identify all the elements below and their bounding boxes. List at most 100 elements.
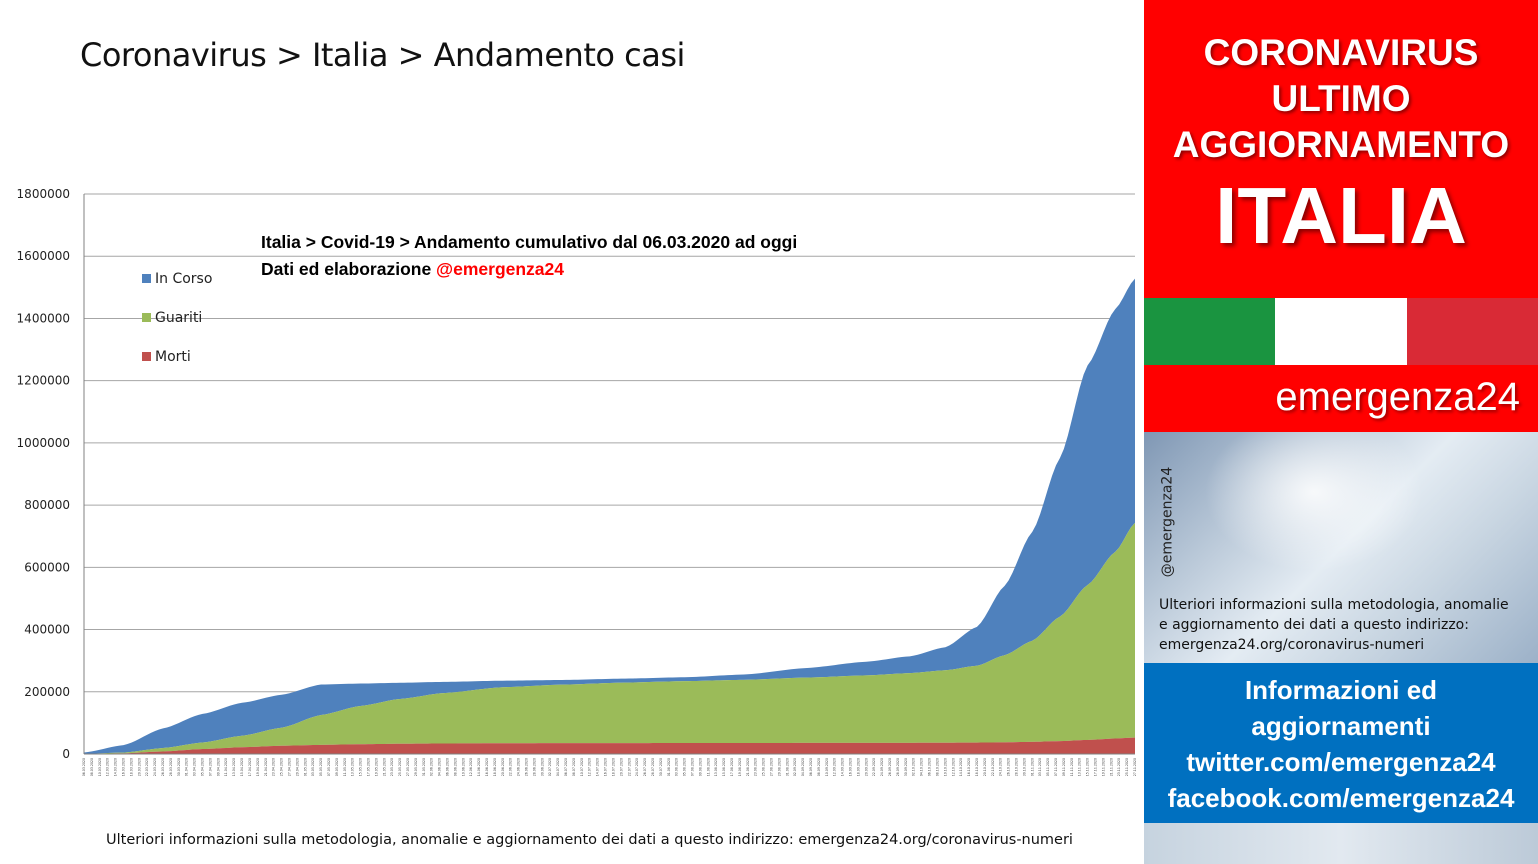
footer-note: Ulteriori informazioni sulla metodologia… bbox=[106, 832, 1073, 848]
legend: In Corso Guariti Morti bbox=[142, 271, 212, 365]
header-line-2: ULTIMO bbox=[1271, 78, 1411, 119]
x-tick-label: 05.11.2020 bbox=[1046, 758, 1050, 776]
x-tick-label: 16.03.2020 bbox=[122, 758, 126, 776]
x-tick-label: 26.06.2020 bbox=[525, 758, 529, 776]
x-tick-label: 30.07.2020 bbox=[659, 758, 663, 776]
x-tick-label: 21.05.2020 bbox=[382, 758, 386, 776]
facebook-link[interactable]: facebook.com/emergenza24 bbox=[1167, 783, 1515, 813]
x-tick-label: 08.07.2020 bbox=[572, 758, 576, 776]
x-tick-label: 19.04.2020 bbox=[256, 758, 260, 776]
x-tick-label: 01.04.2020 bbox=[185, 758, 189, 776]
x-tick-label: 08.10.2020 bbox=[935, 758, 939, 776]
x-tick-label: 11.08.2020 bbox=[706, 758, 710, 776]
x-tick-label: 16.09.2020 bbox=[849, 758, 853, 776]
flag-white-stripe bbox=[1275, 298, 1407, 365]
axes bbox=[83, 194, 1135, 755]
x-tick-label: 28.09.2020 bbox=[896, 758, 900, 776]
x-tick-label: 20.09.2020 bbox=[864, 758, 868, 776]
x-tick-label: 20.07.2020 bbox=[619, 758, 623, 776]
header-country: ITALIA bbox=[1215, 171, 1467, 260]
x-tick-label: 04.07.2020 bbox=[556, 758, 560, 776]
chart-title-prefix: Dati ed elaborazione bbox=[261, 259, 436, 279]
x-tick-label: 25.11.2020 bbox=[1125, 758, 1129, 776]
grid-lines: 0 200000 400000 600000 800000 1000000 1200000 1… bbox=[17, 187, 1135, 761]
x-tick-label: 22.03.2020 bbox=[145, 758, 149, 776]
x-tick-label: 25.08.2020 bbox=[762, 758, 766, 776]
x-tick-label: 20.03.2020 bbox=[137, 758, 141, 776]
x-tick-label: 08.03.2020 bbox=[90, 758, 94, 776]
x-tick-label: 06.03.2020 bbox=[82, 758, 86, 776]
header-line-1: CORONAVIRUS bbox=[1203, 32, 1479, 73]
x-tick-label: 03.04.2020 bbox=[193, 758, 197, 776]
methodology-line-3: emergenza24.org/coronavirus-numeri bbox=[1159, 637, 1425, 653]
x-tick-label: 02.06.2020 bbox=[430, 758, 434, 776]
background-photo: @emergenza24 Ulteriori informazioni sull… bbox=[1144, 432, 1538, 663]
stacked-area-chart: 0 200000 400000 600000 800000 1000000 1200000 1… bbox=[17, 187, 1137, 776]
vertical-handle: @emergenza24 bbox=[1147, 460, 1187, 584]
x-tick-label: 18.09.2020 bbox=[856, 758, 860, 776]
y-tick-label: 1600000 bbox=[17, 249, 70, 263]
x-tick-label: 22.07.2020 bbox=[627, 758, 631, 776]
x-tick-label: 06.09.2020 bbox=[809, 758, 813, 776]
x-tick-label: 08.09.2020 bbox=[817, 758, 821, 776]
chart-title-line2: Dati ed elaborazione @emergenza24 bbox=[261, 259, 564, 279]
x-tick-label: 26.09.2020 bbox=[888, 758, 892, 776]
x-tick-label: 10.03.2020 bbox=[98, 758, 102, 776]
chart-title-handle: @emergenza24 bbox=[436, 259, 564, 279]
x-tick-label: 24.03.2020 bbox=[153, 758, 157, 776]
x-tick-label: 07.08.2020 bbox=[690, 758, 694, 776]
x-tick-label: 30.06.2020 bbox=[540, 758, 544, 776]
x-tick-label: 12.10.2020 bbox=[951, 758, 955, 776]
x-tick-label: 07.11.2020 bbox=[1054, 758, 1058, 776]
x-tick-label: 10.06.2020 bbox=[461, 758, 465, 776]
x-tick-label: 15.08.2020 bbox=[722, 758, 726, 776]
x-axis-date-ticks: 06.03.2020 08.03.2020 10.03.2020 12.03.2020… bbox=[82, 758, 1137, 776]
x-tick-label: 25.05.2020 bbox=[398, 758, 402, 776]
series-area-morti bbox=[84, 737, 1135, 754]
x-tick-label: 29.04.2020 bbox=[295, 758, 299, 776]
x-tick-label: 13.05.2020 bbox=[351, 758, 355, 776]
y-tick-label: 1200000 bbox=[17, 374, 70, 388]
x-tick-label: 20.10.2020 bbox=[983, 758, 987, 776]
x-tick-label: 09.11.2020 bbox=[1062, 758, 1066, 776]
x-tick-label: 16.07.2020 bbox=[604, 758, 608, 776]
x-tick-label: 22.06.2020 bbox=[509, 758, 513, 776]
x-tick-label: 11.11.2020 bbox=[1070, 758, 1074, 776]
x-tick-label: 12.09.2020 bbox=[833, 758, 837, 776]
header-line-3: AGGIORNAMENTO bbox=[1172, 124, 1510, 165]
x-tick-label: 22.09.2020 bbox=[872, 758, 876, 776]
x-tick-label: 21.04.2020 bbox=[264, 758, 268, 776]
x-tick-label: 23.08.2020 bbox=[754, 758, 758, 776]
y-tick-label: 1400000 bbox=[17, 311, 70, 325]
x-tick-label: 10.07.2020 bbox=[580, 758, 584, 776]
x-tick-label: 14.09.2020 bbox=[841, 758, 845, 776]
x-tick-label: 05.04.2020 bbox=[201, 758, 205, 776]
flag-green-stripe bbox=[1144, 298, 1276, 365]
x-tick-label: 19.05.2020 bbox=[374, 758, 378, 776]
italian-flag bbox=[1144, 298, 1538, 365]
legend-swatch bbox=[142, 352, 151, 361]
x-tick-label: 28.07.2020 bbox=[651, 758, 655, 776]
x-tick-label: 26.07.2020 bbox=[643, 758, 647, 776]
x-tick-label: 17.05.2020 bbox=[366, 758, 370, 776]
x-tick-label: 10.10.2020 bbox=[943, 758, 947, 776]
x-tick-label: 15.04.2020 bbox=[240, 758, 244, 776]
x-tick-label: 01.08.2020 bbox=[667, 758, 671, 776]
x-tick-label: 01.11.2020 bbox=[1030, 758, 1034, 776]
x-tick-label: 13.08.2020 bbox=[714, 758, 718, 776]
side-panel: CORONAVIRUS ULTIMO AGGIORNAMENTO ITALIA … bbox=[1144, 0, 1538, 864]
x-tick-label: 27.05.2020 bbox=[406, 758, 410, 776]
legend-label: In Corso bbox=[155, 271, 212, 287]
legend-swatch bbox=[142, 274, 151, 283]
x-tick-label: 17.11.2020 bbox=[1093, 758, 1097, 776]
y-tick-label: 0 bbox=[62, 747, 70, 761]
bottom-strip bbox=[1144, 823, 1538, 864]
x-tick-label: 12.07.2020 bbox=[588, 758, 592, 776]
twitter-link[interactable]: twitter.com/emergenza24 bbox=[1186, 747, 1496, 777]
x-tick-label: 08.06.2020 bbox=[453, 758, 457, 776]
x-tick-label: 14.06.2020 bbox=[477, 758, 481, 776]
x-tick-label: 27.08.2020 bbox=[770, 758, 774, 776]
x-tick-label: 20.06.2020 bbox=[501, 758, 505, 776]
x-tick-label: 09.04.2020 bbox=[216, 758, 220, 776]
x-tick-label: 16.06.2020 bbox=[485, 758, 489, 776]
